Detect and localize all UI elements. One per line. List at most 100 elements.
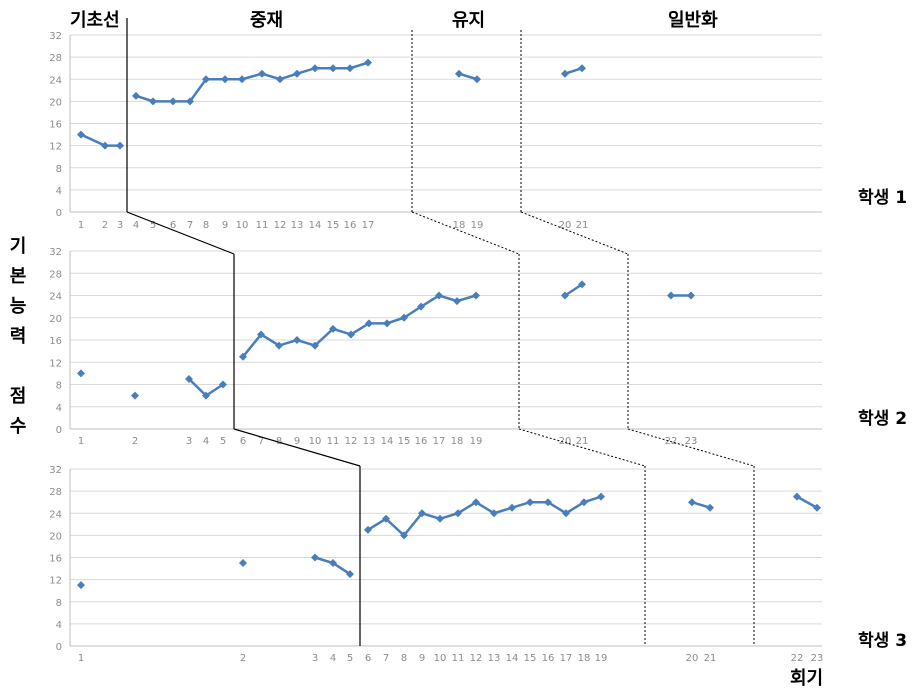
x-tick-label: 13: [291, 220, 304, 231]
x-tick-label: 5: [220, 436, 226, 447]
data-point: [383, 319, 391, 327]
x-tick-label: 19: [595, 653, 608, 664]
x-tick-label: 21: [576, 220, 589, 231]
x-tick-label: 6: [240, 436, 246, 447]
data-point: [131, 392, 139, 400]
y-tick-label: 16: [49, 554, 62, 565]
data-point: [116, 142, 124, 150]
data-point: [329, 64, 337, 72]
x-tick-label: 4: [330, 653, 336, 664]
phase-label-baseline: 기초선: [70, 6, 120, 32]
y-tick-label: 24: [49, 75, 62, 86]
data-point: [77, 131, 85, 139]
y-tick-label: 8: [56, 598, 62, 609]
x-tick-label: 1: [78, 653, 84, 664]
x-tick-label: 14: [309, 220, 322, 231]
y-tick-label: 32: [49, 465, 62, 476]
data-point: [687, 292, 695, 300]
student-label-3: 학생 3: [858, 626, 907, 651]
data-point: [221, 75, 229, 83]
data-point: [561, 70, 569, 78]
x-tick-label: 11: [452, 653, 465, 664]
data-point: [258, 70, 266, 78]
data-point: [688, 498, 696, 506]
data-point: [276, 75, 284, 83]
x-tick-label: 21: [576, 436, 589, 447]
y-tick-label: 4: [56, 186, 62, 197]
y-tick-label: 24: [49, 292, 62, 303]
x-tick-label: 23: [685, 436, 698, 447]
phase-change-line-dotted: [521, 212, 628, 254]
x-tick-label: 9: [294, 436, 300, 447]
x-tick-label: 17: [433, 436, 446, 447]
x-tick-label: 10: [236, 220, 249, 231]
x-tick-label: 15: [398, 436, 411, 447]
x-tick-label: 7: [187, 220, 193, 231]
y-tick-label: 12: [49, 358, 62, 369]
series-line: [81, 135, 120, 146]
data-point: [455, 70, 463, 78]
phase-label-generalization: 일반화: [668, 6, 718, 32]
y-tick-label: 0: [56, 208, 62, 219]
series-line: [565, 284, 582, 295]
data-point: [311, 64, 319, 72]
y-axis-label-char: 수: [6, 412, 30, 442]
y-axis-label-char: [6, 352, 30, 382]
y-tick-label: 20: [49, 97, 62, 108]
data-point: [473, 75, 481, 83]
data-point: [77, 581, 85, 589]
student-label-2: 학생 2: [858, 404, 907, 429]
x-tick-label: 1: [78, 220, 84, 231]
x-tick-label: 2: [132, 436, 138, 447]
x-tick-label: 17: [560, 653, 573, 664]
x-tick-label: 3: [186, 436, 192, 447]
x-tick-label: 4: [203, 436, 209, 447]
data-point: [346, 64, 354, 72]
y-tick-label: 8: [56, 381, 62, 392]
y-axis-label-char: 본: [6, 262, 30, 292]
y-tick-label: 28: [49, 487, 62, 498]
y-tick-label: 32: [49, 247, 62, 258]
x-tick-label: 16: [542, 653, 555, 664]
y-tick-label: 20: [49, 531, 62, 542]
x-tick-label: 11: [256, 220, 269, 231]
data-point: [238, 75, 246, 83]
phase-change-line-dotted: [519, 429, 645, 466]
y-tick-label: 4: [56, 403, 62, 414]
x-tick-label: 18: [451, 436, 464, 447]
x-tick-label: 15: [327, 220, 340, 231]
x-tick-label: 10: [434, 653, 447, 664]
data-point: [453, 297, 461, 305]
data-point: [132, 92, 140, 100]
y-tick-label: 32: [49, 31, 62, 42]
student-label-1: 학생 1: [858, 183, 907, 208]
x-tick-label: 12: [345, 436, 358, 447]
phase-label-maintenance: 유지: [452, 6, 485, 32]
y-axis-label-char: 점: [6, 382, 30, 412]
x-tick-label: 5: [347, 653, 353, 664]
phase-label-intervention: 중재: [250, 6, 283, 32]
x-tick-label: 8: [203, 220, 209, 231]
data-point: [293, 336, 301, 344]
data-point: [667, 292, 675, 300]
data-point: [508, 504, 516, 512]
y-tick-label: 28: [49, 53, 62, 64]
phase-change-line: [127, 212, 234, 254]
y-tick-label: 0: [56, 425, 62, 436]
y-tick-label: 28: [49, 269, 62, 280]
x-tick-label: 3: [312, 653, 318, 664]
x-tick-label: 9: [419, 653, 425, 664]
y-tick-label: 24: [49, 509, 62, 520]
x-tick-label: 16: [415, 436, 428, 447]
x-tick-label: 11: [327, 436, 340, 447]
x-tick-label: 3: [117, 220, 123, 231]
y-tick-label: 16: [49, 336, 62, 347]
x-tick-label: 20: [686, 653, 699, 664]
y-tick-label: 8: [56, 164, 62, 175]
phase-change-line: [234, 429, 360, 466]
y-tick-label: 16: [49, 120, 62, 131]
x-tick-label: 8: [401, 653, 407, 664]
data-point: [239, 559, 247, 567]
data-point: [364, 59, 372, 67]
x-axis-label: 회기: [790, 664, 823, 690]
